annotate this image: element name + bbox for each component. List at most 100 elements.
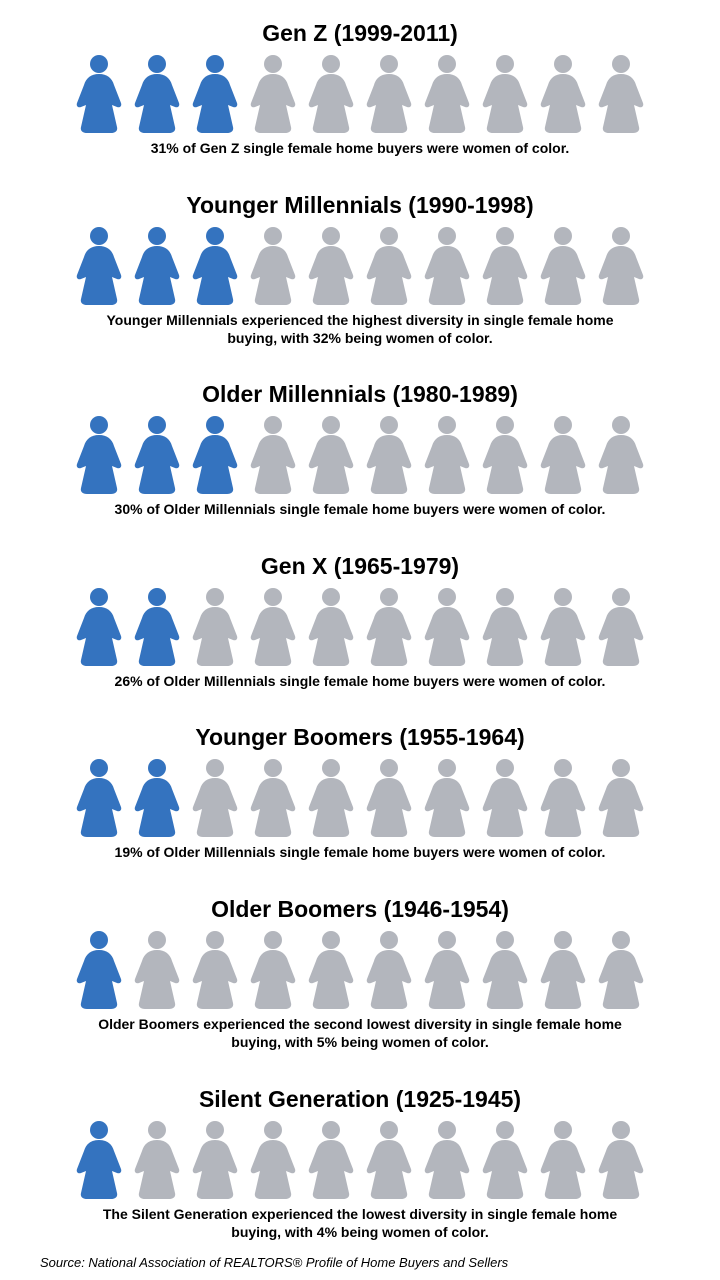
person-icon-active — [129, 586, 185, 666]
generation-title: Younger Boomers (1955-1964) — [70, 724, 650, 751]
pictograph-row — [70, 53, 650, 133]
pictograph-row — [70, 225, 650, 305]
person-icon-inactive — [129, 929, 185, 1009]
person-icon-inactive — [535, 414, 591, 494]
person-icon-active — [129, 414, 185, 494]
person-icon-inactive — [419, 757, 475, 837]
person-icon-active — [71, 414, 127, 494]
person-icon-inactive — [187, 586, 243, 666]
person-icon-inactive — [245, 586, 301, 666]
person-icon-inactive — [303, 1119, 359, 1199]
person-icon-active — [129, 757, 185, 837]
person-icon-inactive — [303, 929, 359, 1009]
person-icon-active — [129, 53, 185, 133]
generation-description: 26% of Older Millennials single female h… — [70, 672, 650, 690]
person-icon-active — [71, 225, 127, 305]
generation-block: Older Boomers (1946-1954) Older Boomers … — [70, 896, 650, 1051]
person-icon-active — [71, 929, 127, 1009]
generation-description: 31% of Gen Z single female home buyers w… — [70, 139, 650, 157]
source-citation: Source: National Association of REALTORS… — [40, 1247, 508, 1270]
infographic-content: Gen Z (1999-2011) 31% of Gen Z single fe… — [40, 20, 680, 1247]
person-icon-inactive — [245, 929, 301, 1009]
person-icon-inactive — [361, 586, 417, 666]
person-icon-inactive — [361, 929, 417, 1009]
generation-block: Silent Generation (1925-1945) The Silent… — [70, 1086, 650, 1241]
person-icon-inactive — [303, 414, 359, 494]
generation-title: Silent Generation (1925-1945) — [70, 1086, 650, 1113]
person-icon-active — [187, 225, 243, 305]
person-icon-active — [71, 53, 127, 133]
person-icon-inactive — [245, 414, 301, 494]
person-icon-inactive — [245, 225, 301, 305]
person-icon-inactive — [129, 1119, 185, 1199]
generation-title: Younger Millennials (1990-1998) — [70, 192, 650, 219]
person-icon-inactive — [419, 586, 475, 666]
person-icon-inactive — [593, 757, 649, 837]
person-icon-inactive — [477, 414, 533, 494]
person-icon-inactive — [593, 414, 649, 494]
person-icon-inactive — [187, 757, 243, 837]
person-icon-active — [129, 225, 185, 305]
person-icon-active — [187, 53, 243, 133]
person-icon-inactive — [303, 757, 359, 837]
person-icon-inactive — [419, 225, 475, 305]
generation-title: Older Boomers (1946-1954) — [70, 896, 650, 923]
person-icon-inactive — [535, 757, 591, 837]
generation-description: The Silent Generation experienced the lo… — [70, 1205, 650, 1241]
generation-block: Gen Z (1999-2011) 31% of Gen Z single fe… — [70, 20, 650, 157]
person-icon-inactive — [245, 53, 301, 133]
generation-block: Younger Millennials (1990-1998) Younger … — [70, 192, 650, 347]
person-icon-inactive — [303, 586, 359, 666]
person-icon-inactive — [419, 1119, 475, 1199]
person-icon-active — [71, 586, 127, 666]
person-icon-inactive — [477, 586, 533, 666]
pictograph-row — [70, 757, 650, 837]
pictograph-row — [70, 414, 650, 494]
generation-title: Gen Z (1999-2011) — [70, 20, 650, 47]
person-icon-inactive — [361, 414, 417, 494]
generation-title: Older Millennials (1980-1989) — [70, 381, 650, 408]
person-icon-inactive — [535, 929, 591, 1009]
person-icon-inactive — [593, 929, 649, 1009]
person-icon-inactive — [361, 757, 417, 837]
person-icon-inactive — [303, 53, 359, 133]
pictograph-row — [70, 929, 650, 1009]
generation-description: Older Boomers experienced the second low… — [70, 1015, 650, 1051]
person-icon-inactive — [245, 757, 301, 837]
person-icon-inactive — [593, 586, 649, 666]
person-icon-inactive — [361, 225, 417, 305]
person-icon-inactive — [419, 929, 475, 1009]
person-icon-inactive — [593, 1119, 649, 1199]
generation-description: 30% of Older Millennials single female h… — [70, 500, 650, 518]
person-icon-inactive — [535, 586, 591, 666]
person-icon-inactive — [477, 757, 533, 837]
pictograph-row — [70, 586, 650, 666]
person-icon-inactive — [477, 1119, 533, 1199]
person-icon-inactive — [477, 929, 533, 1009]
person-icon-inactive — [535, 53, 591, 133]
person-icon-active — [71, 1119, 127, 1199]
person-icon-inactive — [593, 53, 649, 133]
person-icon-inactive — [477, 225, 533, 305]
person-icon-inactive — [361, 1119, 417, 1199]
person-icon-inactive — [245, 1119, 301, 1199]
generation-description: 19% of Older Millennials single female h… — [70, 843, 650, 861]
person-icon-inactive — [187, 1119, 243, 1199]
person-icon-inactive — [361, 53, 417, 133]
person-icon-inactive — [535, 225, 591, 305]
person-icon-active — [71, 757, 127, 837]
person-icon-inactive — [535, 1119, 591, 1199]
person-icon-inactive — [187, 929, 243, 1009]
generation-block: Gen X (1965-1979) 26% of Older Millennia… — [70, 553, 650, 690]
person-icon-inactive — [477, 53, 533, 133]
generation-title: Gen X (1965-1979) — [70, 553, 650, 580]
generation-block: Older Millennials (1980-1989) 30% of Old… — [70, 381, 650, 518]
person-icon-inactive — [419, 414, 475, 494]
generation-description: Younger Millennials experienced the high… — [70, 311, 650, 347]
person-icon-inactive — [593, 225, 649, 305]
person-icon-active — [187, 414, 243, 494]
person-icon-inactive — [419, 53, 475, 133]
generation-block: Younger Boomers (1955-1964) 19% of Older… — [70, 724, 650, 861]
person-icon-inactive — [303, 225, 359, 305]
pictograph-row — [70, 1119, 650, 1199]
